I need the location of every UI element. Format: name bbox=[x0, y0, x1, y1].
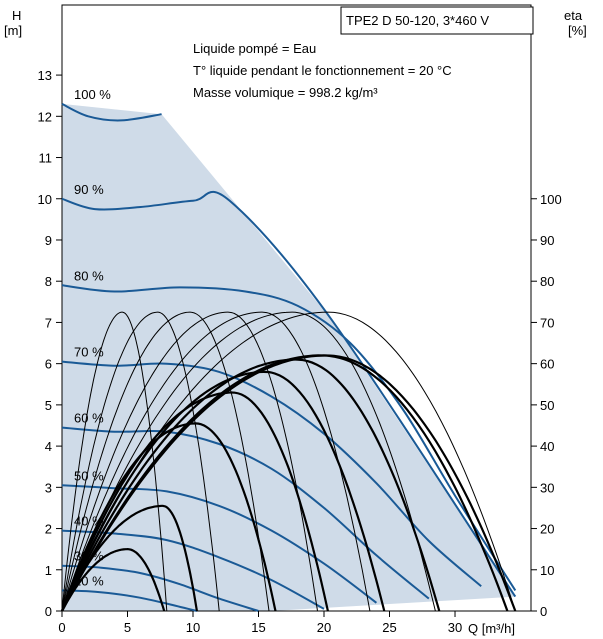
x-tick-label: 20 bbox=[317, 620, 331, 635]
y2-axis-label-symbol: eta bbox=[564, 8, 583, 23]
head-curve-6 bbox=[61, 484, 378, 604]
efficiency-curve-thin-4 bbox=[61, 311, 318, 612]
note-liquid: Liquide pompé = Eau bbox=[193, 41, 316, 56]
y-tick-label: 6 bbox=[45, 357, 52, 372]
y-tick-label: 4 bbox=[45, 439, 52, 454]
x-tick-label: 25 bbox=[382, 620, 396, 635]
operating-region-layer bbox=[62, 103, 516, 612]
y-tick-label: 9 bbox=[45, 233, 52, 248]
y-tick-label: 3 bbox=[45, 480, 52, 495]
y2-tick-label: 80 bbox=[540, 274, 554, 289]
efficiency-curve-thin-3 bbox=[61, 311, 270, 612]
ticks-layer: 0123456789101112130102030405060708090100… bbox=[38, 68, 562, 635]
head-curve-1 bbox=[61, 102, 162, 122]
x-tick-label: 30 bbox=[448, 620, 462, 635]
y-tick-label: 12 bbox=[38, 109, 52, 124]
y2-tick-label: 10 bbox=[540, 563, 554, 578]
speed-labels-layer: 100 % 90 % 80 % 70 % 60 % 50 % 40 % 30 % 20 % bbox=[74, 87, 111, 588]
efficiency-curve-thick-7 bbox=[61, 354, 509, 612]
y2-tick-label: 100 bbox=[540, 192, 562, 207]
efficiency-curve-thick-8 bbox=[61, 354, 517, 612]
speed-label-9: 20 % bbox=[74, 573, 104, 588]
y-axis-label-unit: [m] bbox=[4, 23, 22, 38]
y-axis-label-symbol: H bbox=[12, 8, 21, 23]
efficiency-curve-thick-4 bbox=[60, 391, 329, 612]
title-box bbox=[340, 6, 534, 35]
head-curve-2 bbox=[61, 190, 517, 598]
y2-tick-label: 90 bbox=[540, 233, 554, 248]
head-curves-layer bbox=[61, 102, 517, 612]
y2-tick-label: 20 bbox=[540, 522, 554, 537]
x-tick-label: 10 bbox=[186, 620, 200, 635]
efficiency-curve-thin-1 bbox=[61, 311, 168, 612]
y-tick-label: 1 bbox=[45, 563, 52, 578]
efficiency-curve-thin-6 bbox=[61, 311, 436, 612]
y-tick-label: 13 bbox=[38, 68, 52, 83]
speed-label-8: 30 % bbox=[74, 549, 104, 564]
plot-frame-layer bbox=[61, 4, 532, 612]
speed-label-7: 40 % bbox=[74, 514, 104, 529]
y2-tick-label: 30 bbox=[540, 480, 554, 495]
head-curve-7 bbox=[61, 529, 325, 610]
speed-label-6: 50 % bbox=[74, 468, 104, 483]
y2-tick-label: 60 bbox=[540, 357, 554, 372]
note-temperature: T° liquide pendant le fonctionnement = 2… bbox=[193, 63, 452, 78]
efficiency-curve-thin-5 bbox=[61, 311, 371, 612]
y-tick-label: 0 bbox=[45, 604, 52, 619]
note-density: Masse volumique = 998.2 kg/m³ bbox=[193, 85, 378, 100]
speed-label-3: 80 % bbox=[74, 268, 104, 283]
speed-label-1: 100 % bbox=[74, 87, 111, 102]
operating-region bbox=[62, 103, 516, 612]
chart-title: TPE2 D 50-120, 3*460 V bbox=[346, 13, 489, 28]
head-curve-9 bbox=[61, 589, 198, 612]
head-curve-8 bbox=[61, 564, 259, 612]
x-tick-label: 5 bbox=[124, 620, 131, 635]
y2-tick-label: 50 bbox=[540, 398, 554, 413]
y-tick-label: 7 bbox=[45, 315, 52, 330]
y2-axis-label-unit: [%] bbox=[568, 23, 587, 38]
x-tick-label: 15 bbox=[251, 620, 265, 635]
y-tick-label: 11 bbox=[39, 151, 53, 166]
y-tick-label: 8 bbox=[45, 274, 52, 289]
speed-label-2: 90 % bbox=[74, 182, 104, 197]
speed-label-5: 60 % bbox=[74, 411, 104, 426]
efficiency-curves-layer bbox=[60, 311, 517, 612]
y2-tick-label: 70 bbox=[540, 315, 554, 330]
y2-tick-label: 40 bbox=[540, 439, 554, 454]
head-curve-4 bbox=[61, 360, 482, 588]
efficiency-curve-thick-5 bbox=[60, 370, 386, 612]
y-tick-label: 2 bbox=[45, 522, 52, 537]
efficiency-curve-thick-6 bbox=[61, 358, 441, 612]
head-curve-5 bbox=[61, 426, 430, 600]
efficiency-curve-thick-1 bbox=[61, 548, 166, 612]
plot-frame bbox=[61, 4, 532, 612]
y-tick-label: 10 bbox=[38, 192, 52, 207]
speed-label-4: 70 % bbox=[74, 345, 104, 360]
y-tick-label: 5 bbox=[45, 398, 52, 413]
y2-tick-label: 0 bbox=[540, 604, 547, 619]
x-tick-label: 0 bbox=[58, 620, 65, 635]
head-curve-3 bbox=[61, 284, 517, 591]
x-axis-label: Q [m³/h] bbox=[468, 621, 515, 636]
efficiency-curve-thick-3 bbox=[60, 422, 277, 612]
